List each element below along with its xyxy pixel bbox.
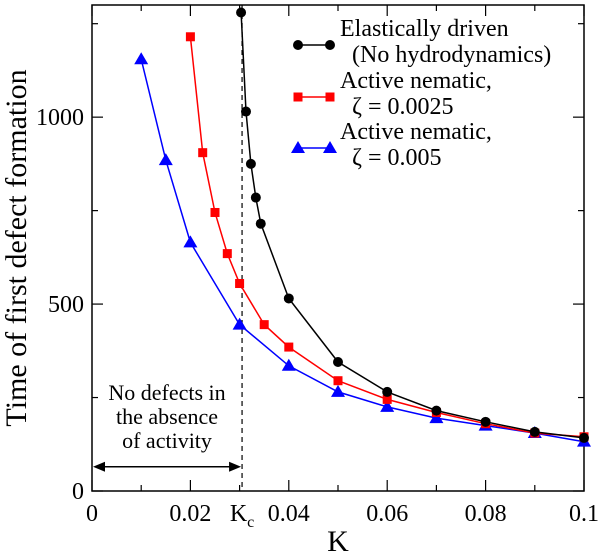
data-point-circle — [283, 293, 294, 304]
x-tick-label: 0.04 — [268, 501, 310, 527]
legend-entry: Active nematic,ζ = 0.005 — [291, 119, 492, 171]
series-group — [134, 7, 591, 447]
axis-labels: K Time of first defect formation — [0, 69, 349, 556]
x-tick-label: 0.06 — [366, 501, 408, 527]
data-point-square — [198, 148, 208, 158]
legend-label: ζ = 0.0025 — [352, 94, 453, 120]
kc-tick-label: Kc — [230, 501, 254, 531]
legend-entry: Elastically driven(No hydrodynamics) — [293, 16, 551, 68]
axis-ticks: 0 0.02 0.04 0.06 0.08 0.1 0 500 1000 — [36, 5, 598, 527]
kc-subscript: c — [247, 514, 254, 531]
data-point-triangle — [158, 153, 173, 166]
annotation-arrowhead-left — [93, 461, 105, 472]
legend-label: (No hydrodynamics) — [352, 42, 551, 68]
data-point-circle — [236, 7, 247, 18]
data-point-square — [284, 342, 294, 352]
y-tick-label: 0 — [72, 479, 84, 505]
data-point-square — [235, 279, 245, 289]
y-tick-label: 1000 — [36, 105, 84, 131]
data-point-circle — [333, 357, 343, 368]
data-point-circle — [255, 218, 266, 229]
data-point-triangle — [429, 411, 444, 424]
x-tick-label: 0.08 — [465, 501, 507, 527]
y-axis-label: Time of first defect formation — [0, 69, 33, 426]
data-point-square — [185, 32, 195, 42]
data-point-square — [210, 207, 220, 217]
annotation-text: the absence — [116, 404, 218, 429]
data-point-square — [293, 92, 303, 102]
data-point-triangle — [134, 52, 149, 65]
annotation-text: of activity — [122, 428, 212, 453]
x-tick-label: 0.1 — [569, 501, 598, 527]
data-point-triangle — [291, 141, 305, 153]
data-point-triangle — [183, 235, 198, 248]
data-point-square — [222, 249, 232, 259]
series-line — [240, 12, 585, 439]
data-point-circle — [382, 386, 393, 397]
legend-label: Elastically driven — [340, 16, 509, 42]
data-point-circle — [325, 40, 335, 50]
annotation-arrowhead-right — [229, 461, 242, 472]
data-point-circle — [529, 426, 540, 437]
legend-label: Active nematic, — [340, 119, 492, 145]
legend-label: ζ = 0.005 — [352, 145, 441, 171]
data-point-triangle — [281, 358, 296, 371]
data-point-square — [333, 376, 343, 386]
x-axis-label: K — [327, 525, 349, 556]
data-point-triangle — [232, 317, 247, 330]
data-point-circle — [579, 432, 589, 443]
series-circle — [236, 7, 589, 443]
data-point-triangle — [323, 141, 337, 153]
annotation-text: No defects in — [108, 380, 225, 405]
data-point-square — [325, 92, 335, 102]
data-point-triangle — [331, 384, 345, 397]
data-point-square — [259, 320, 269, 330]
legend-entry: Active nematic,ζ = 0.0025 — [293, 68, 492, 120]
data-point-triangle — [380, 399, 395, 412]
data-point-circle — [245, 158, 256, 169]
x-tick-label: 0 — [86, 501, 98, 527]
data-point-circle — [250, 192, 261, 203]
data-point-square — [382, 394, 392, 404]
y-tick-label: 500 — [48, 292, 84, 318]
data-point-circle — [431, 405, 442, 416]
x-tick-label: 0.02 — [169, 501, 211, 527]
legend-label: Active nematic, — [340, 68, 492, 94]
data-point-circle — [293, 40, 303, 50]
legend: Elastically driven(No hydrodynamics)Acti… — [291, 16, 551, 171]
data-point-circle — [240, 106, 251, 117]
data-point-circle — [480, 416, 491, 427]
